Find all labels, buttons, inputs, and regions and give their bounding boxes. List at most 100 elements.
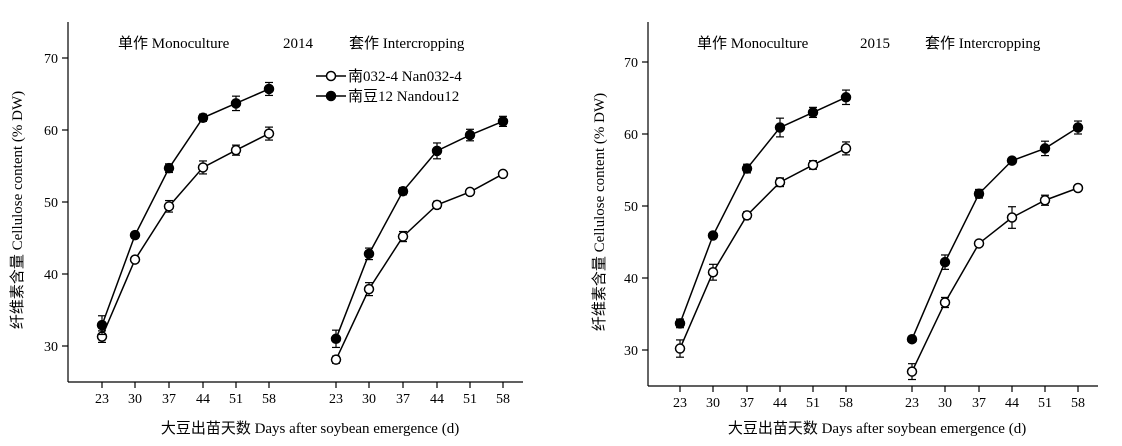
y-tick-label: 30 [44,340,58,355]
series-nandou12-intercropping [906,120,1084,345]
data-point [840,92,852,103]
x-tick-label: 44 [1005,396,1019,411]
x-tick-label: 51 [1038,396,1052,411]
y-tick-label: 70 [44,52,58,67]
data-point [129,254,141,265]
legend-label: 南豆12 Nandou12 [348,88,459,105]
x-axis-title: 大豆出苗天数 Days after soybean emergence (d) [161,420,459,437]
data-point [497,168,509,180]
y-axis-title: 纤维素含量 Cellulose content (% DW) [9,91,26,329]
legend-marker [325,70,337,82]
data-point [230,98,242,109]
series-nan032-4-intercropping [906,182,1084,381]
series-line [911,187,1079,372]
data-point [774,176,786,188]
series-nandou12-intercropping [330,115,509,349]
x-tick-label: 37 [972,396,986,411]
series-nan032-4-monoculture [96,126,275,343]
x-tick-label: 51 [463,392,477,407]
data-point [774,122,786,133]
data-point [464,129,476,141]
monoculture-label: 单作 Monoculture [697,35,809,52]
x-tick-label: 58 [1071,396,1085,411]
data-point [263,83,275,95]
data-point [906,366,918,377]
y-tick-label: 50 [44,196,58,211]
x-tick-label: 44 [430,392,444,407]
x-tick-label: 30 [362,392,376,407]
data-point [197,162,209,173]
y-axis-title: 纤维素含量 Cellulose content (% DW) [591,93,608,331]
data-point [129,229,141,241]
data-point [674,318,686,329]
series-nandou12-monoculture [96,81,275,336]
data-point [431,199,443,211]
legend-label: 南032-4 Nan032-4 [348,68,462,85]
data-point [973,188,985,200]
x-tick-label: 30 [128,392,142,407]
y-tick-label: 40 [44,268,58,283]
y-tick-label: 40 [624,272,638,287]
y-tick-label: 60 [44,124,58,139]
x-axis-title: 大豆出苗天数 Days after soybean emergence (d) [728,420,1026,437]
x-tick-label: 37 [396,392,410,407]
data-point [163,201,175,212]
x-tick-label: 58 [262,392,276,407]
series-line [679,147,847,349]
legend: 南032-4 Nan032-4 南豆12 Nandou12 [316,68,462,105]
data-point [163,162,175,174]
data-point [1039,194,1051,206]
chart-panel-2015: 30 40 50 60 70 23 30 37 44 51 58 23 30 37 44 51 58 纤维素含量 … [591,22,1098,437]
data-point [707,230,719,241]
x-tick-label: 51 [806,396,820,411]
data-point [1039,143,1051,154]
year-label: 2015 [860,36,890,52]
data-point [263,128,275,139]
data-point [96,319,108,331]
series-line [335,173,504,360]
series-line [101,132,270,337]
data-point [807,107,819,118]
data-point [807,159,819,171]
data-point [230,144,242,156]
series-nan032-4-intercropping [330,168,509,365]
data-point [707,266,719,278]
x-tick-label: 37 [162,392,176,407]
intercropping-label: 套作 Intercropping [349,35,465,52]
data-point [1072,182,1084,194]
x-tick-label: 30 [938,396,952,411]
data-point [397,231,409,242]
series-line [101,88,270,326]
series-line [335,120,504,340]
x-tick-label: 37 [740,396,754,411]
x-tick-label: 58 [839,396,853,411]
data-point [741,163,753,174]
series-line [911,126,1079,340]
x-tick-label: 23 [95,392,109,407]
data-point [674,343,686,354]
data-point [464,186,476,198]
data-point [330,333,342,345]
data-point [906,333,918,345]
legend-marker [325,90,337,102]
data-point [939,256,951,268]
y-tick-label: 70 [624,56,638,71]
y-tick-label: 50 [624,200,638,215]
data-point [363,248,375,260]
data-point [397,185,409,197]
series-nan032-4-monoculture [674,141,852,358]
data-point [330,354,342,365]
x-tick-label: 51 [229,392,243,407]
data-point [1072,122,1084,133]
data-point [431,145,443,157]
data-point [1006,155,1018,166]
x-tick-label: 44 [773,396,787,411]
intercropping-label: 套作 Intercropping [925,35,1041,52]
data-point [197,112,209,124]
x-tick-label: 30 [706,396,720,411]
data-point [840,143,852,154]
year-label: 2014 [283,36,314,52]
x-tick-label: 23 [673,396,687,411]
data-point [363,283,375,295]
